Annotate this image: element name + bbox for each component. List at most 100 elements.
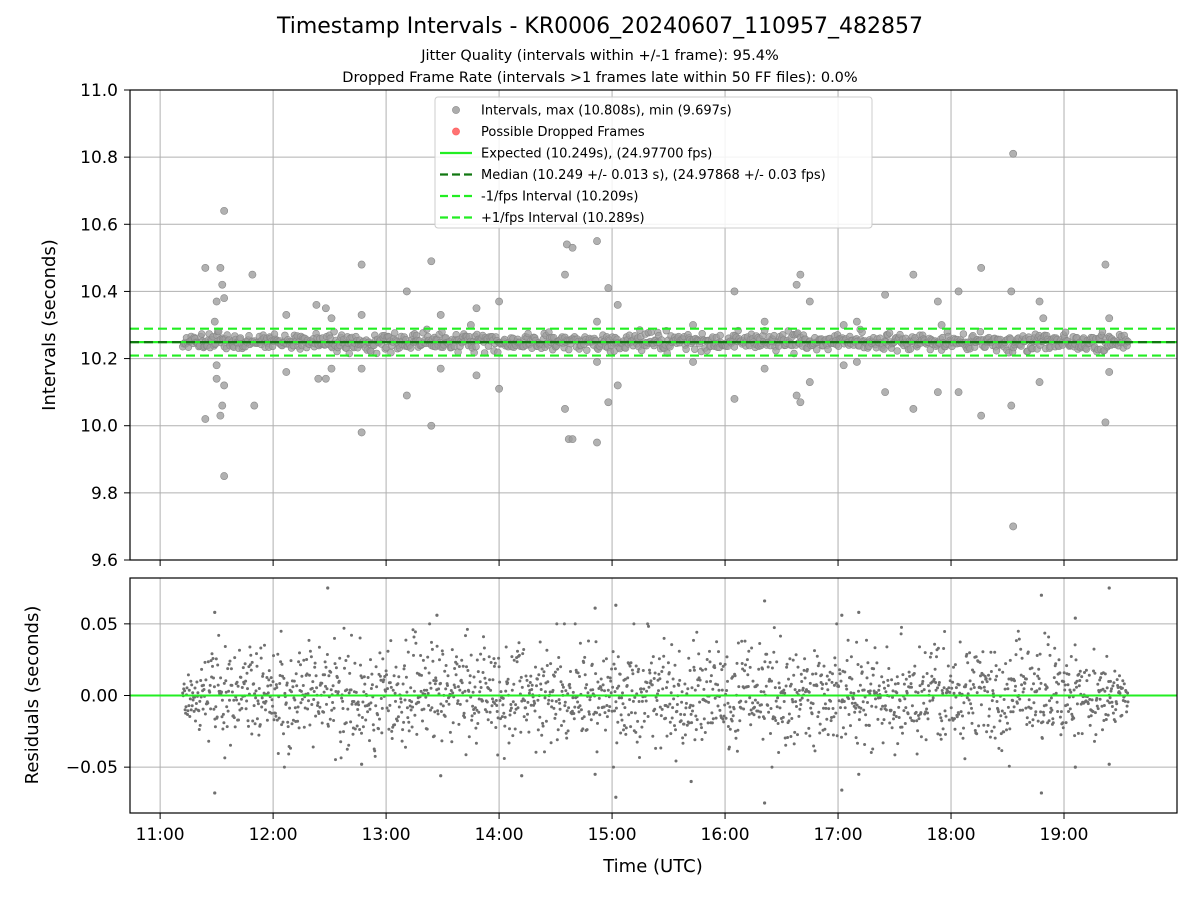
residual-point <box>386 649 390 653</box>
residual-point <box>493 661 497 665</box>
residual-point <box>594 640 598 644</box>
residual-point <box>1052 676 1056 680</box>
residual-point <box>1113 720 1117 723</box>
residual-point <box>752 713 756 717</box>
residual-point <box>364 718 368 722</box>
residual-outlier-point <box>360 762 364 766</box>
interval-outlier-point <box>933 297 942 306</box>
residual-point <box>739 706 743 710</box>
residual-point <box>723 703 727 707</box>
residual-point <box>655 699 659 702</box>
residual-point <box>843 706 847 710</box>
residual-point <box>430 640 433 644</box>
residual-point <box>756 709 760 713</box>
residual-point <box>316 701 320 705</box>
residual-point <box>1087 673 1091 677</box>
residual-point <box>723 662 727 666</box>
residual-point <box>509 703 513 706</box>
residual-point <box>440 739 444 743</box>
residual-point <box>278 674 282 677</box>
residual-point <box>695 718 699 722</box>
residual-point <box>834 681 838 685</box>
residual-point <box>772 650 776 654</box>
residual-point <box>1125 704 1129 708</box>
residual-point <box>863 743 867 746</box>
residual-point <box>591 688 595 692</box>
residual-point <box>835 622 839 626</box>
residual-point <box>1083 671 1086 674</box>
residual-point <box>939 737 943 741</box>
residual-point <box>921 675 925 679</box>
residual-point <box>705 680 709 684</box>
residual-point <box>489 661 493 664</box>
residual-point <box>435 644 439 648</box>
residual-point <box>812 744 816 748</box>
residual-point <box>212 707 216 711</box>
residual-point <box>456 702 459 705</box>
residual-point <box>402 720 406 724</box>
residual-point <box>230 683 234 687</box>
interval-outlier-point <box>212 374 221 383</box>
residual-point <box>451 721 455 725</box>
residual-point <box>423 666 427 670</box>
residual-point <box>581 727 585 731</box>
residual-point <box>1111 684 1115 688</box>
residual-point <box>331 684 335 688</box>
interval-outlier-point <box>216 411 225 420</box>
residual-point <box>803 657 807 661</box>
residual-point <box>984 677 988 681</box>
residual-point <box>639 687 643 691</box>
residual-point <box>1113 669 1117 673</box>
residual-point <box>1002 730 1006 734</box>
residual-point <box>478 680 482 684</box>
residual-point <box>927 684 930 688</box>
residual-point <box>766 703 770 707</box>
residual-point <box>560 724 563 727</box>
residual-point <box>618 672 622 676</box>
residual-point <box>188 715 192 718</box>
residual-point <box>1011 710 1015 714</box>
residuals-y-tick-label: 0.05 <box>80 615 118 635</box>
interval-outlier-point <box>593 438 601 447</box>
residual-point <box>620 696 624 700</box>
residual-point <box>689 703 693 707</box>
residual-point <box>289 659 293 663</box>
residual-point <box>339 740 343 744</box>
residual-point <box>649 679 653 683</box>
residual-point <box>552 706 556 710</box>
residual-point <box>726 701 730 705</box>
residual-point <box>280 723 284 727</box>
residual-point <box>1058 715 1062 719</box>
residual-point <box>312 698 316 701</box>
residual-point <box>859 706 863 710</box>
x-axis-label: Time (UTC) <box>602 856 703 877</box>
residual-point <box>271 704 275 708</box>
residual-point <box>790 717 794 720</box>
residual-point <box>1087 715 1091 719</box>
residual-point <box>203 660 207 664</box>
residual-point <box>194 707 198 711</box>
residual-point <box>1005 682 1009 686</box>
interval-outlier-point <box>402 287 411 296</box>
residual-point <box>587 710 591 714</box>
residual-point <box>1054 691 1058 695</box>
residual-point <box>875 691 878 695</box>
residual-point <box>389 685 393 689</box>
residual-point <box>679 719 683 723</box>
residual-point <box>924 738 928 742</box>
residual-point <box>787 719 791 723</box>
residual-point <box>317 712 321 715</box>
residual-point <box>722 714 726 718</box>
x-tick-label: 14:00 <box>475 825 524 845</box>
residual-point <box>454 673 458 677</box>
residual-point <box>826 733 830 737</box>
residual-point <box>555 622 559 626</box>
residual-point <box>962 701 966 705</box>
residual-point <box>190 683 194 687</box>
residual-point <box>264 708 267 712</box>
residual-point <box>994 678 998 682</box>
residual-point <box>183 689 187 693</box>
residual-point <box>903 697 907 701</box>
residual-point <box>895 675 899 679</box>
residual-point <box>732 707 736 711</box>
